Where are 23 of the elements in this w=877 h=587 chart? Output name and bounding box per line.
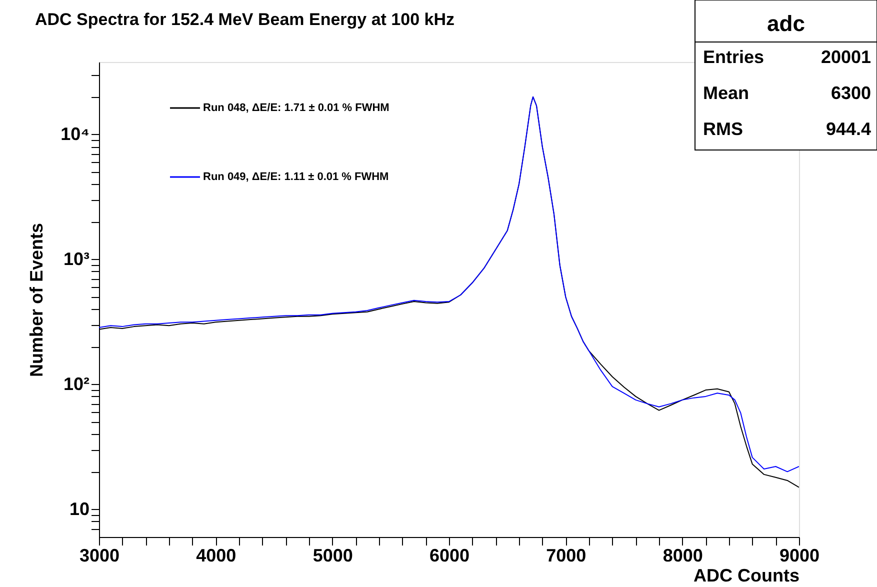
x-tick-label: 6000 [429,546,470,566]
legend-label: Run 049, ΔE/E: 1.11 ± 0.01 % FWHM [203,171,389,183]
x-tick-label: 5000 [312,546,353,566]
annotation: Mean [703,83,750,103]
y-tick-label: 10³ [63,248,90,269]
annotation: Entries [703,47,764,67]
text: adc [767,11,805,36]
y-tick-label: 10² [63,374,90,394]
x-tick-label: 8000 [662,546,703,566]
y-axis-title: Number of Events [26,222,47,378]
text: 6300 [830,83,871,103]
y-tick-label: 10 [69,498,90,519]
x-axis-title: ADC Counts [694,566,800,586]
chart-title: ADC Spectra for 152.4 MeV Beam Energy at 100 kHz [35,10,455,29]
y-tick-label: 10⁴ [60,124,90,144]
annotation: RMS [703,119,743,139]
x-tick-label: 9000 [779,546,820,566]
x-tick-label: 4000 [196,546,236,566]
x-tick-label: 7000 [546,546,586,566]
text: 944.4 [826,119,871,139]
text: 20001 [820,47,871,67]
legend-label: Run 048, ΔE/E: 1.71 ± 0.01 % FWHM [203,102,390,114]
x-tick-label: 3000 [79,546,120,566]
